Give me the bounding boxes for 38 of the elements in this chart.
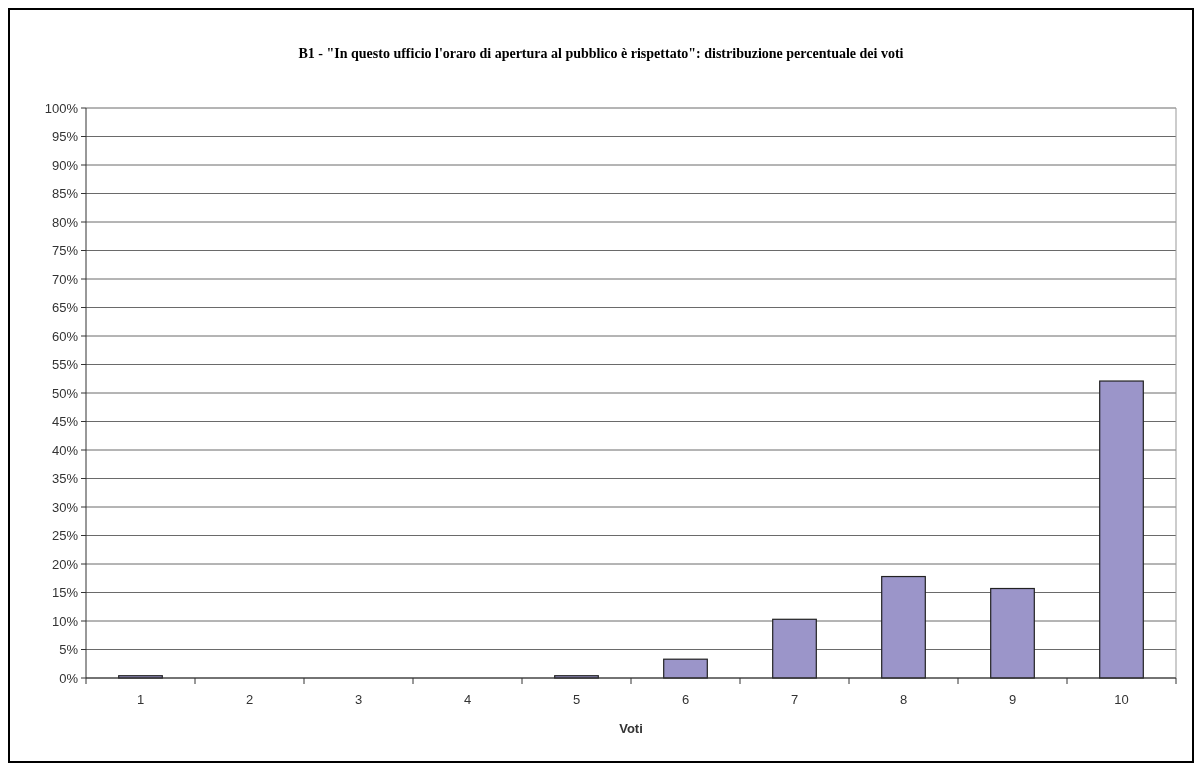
y-tick-label: 30%	[51, 499, 79, 515]
y-tick-label: 20%	[51, 556, 79, 572]
x-tick-label: 10	[1114, 692, 1129, 707]
y-tick-label: 40%	[51, 442, 79, 458]
x-axis-title: Voti	[619, 721, 643, 736]
bar	[990, 587, 1035, 679]
y-tick-label: 15%	[51, 585, 79, 601]
y-tick-label: 75%	[51, 243, 79, 259]
y-tick-label: 45%	[51, 414, 79, 430]
y-tick-label: 60%	[51, 328, 79, 344]
chart-title: B1 - "In questo ufficio l'oraro di apertura al pubblico è rispettato": distribuzione percentuale dei voti	[298, 46, 904, 61]
y-tick-label: 35%	[51, 471, 79, 487]
y-tick-label: 65%	[51, 300, 79, 316]
bar	[663, 658, 708, 679]
x-tick-label: 5	[572, 692, 581, 707]
x-tick-label: 9	[1008, 692, 1017, 707]
y-tick-label: 0%	[59, 670, 79, 686]
y-tick-label: 80%	[51, 214, 79, 230]
x-tick-label: 6	[681, 692, 690, 707]
y-tick-label: 25%	[51, 528, 79, 544]
y-tick-label: 100%	[44, 100, 79, 116]
y-tick-label: 10%	[51, 613, 79, 629]
y-tick-label: 55%	[51, 357, 79, 373]
bar	[881, 575, 926, 679]
y-tick-label: 70%	[51, 271, 79, 287]
x-tick-label: 4	[463, 692, 472, 707]
bar	[1099, 380, 1144, 679]
y-tick-label: 50%	[51, 385, 79, 401]
y-tick-label: 85%	[51, 186, 79, 202]
x-tick-label: 7	[790, 692, 799, 707]
x-tick-label: 3	[354, 692, 363, 707]
x-tick-label: 8	[899, 692, 908, 707]
y-tick-label: 90%	[51, 157, 79, 173]
y-tick-label: 95%	[51, 129, 79, 145]
x-tick-label: 2	[245, 692, 254, 707]
y-tick-label: 5%	[59, 642, 79, 658]
bar	[772, 618, 817, 679]
x-tick-label: 1	[136, 692, 145, 707]
